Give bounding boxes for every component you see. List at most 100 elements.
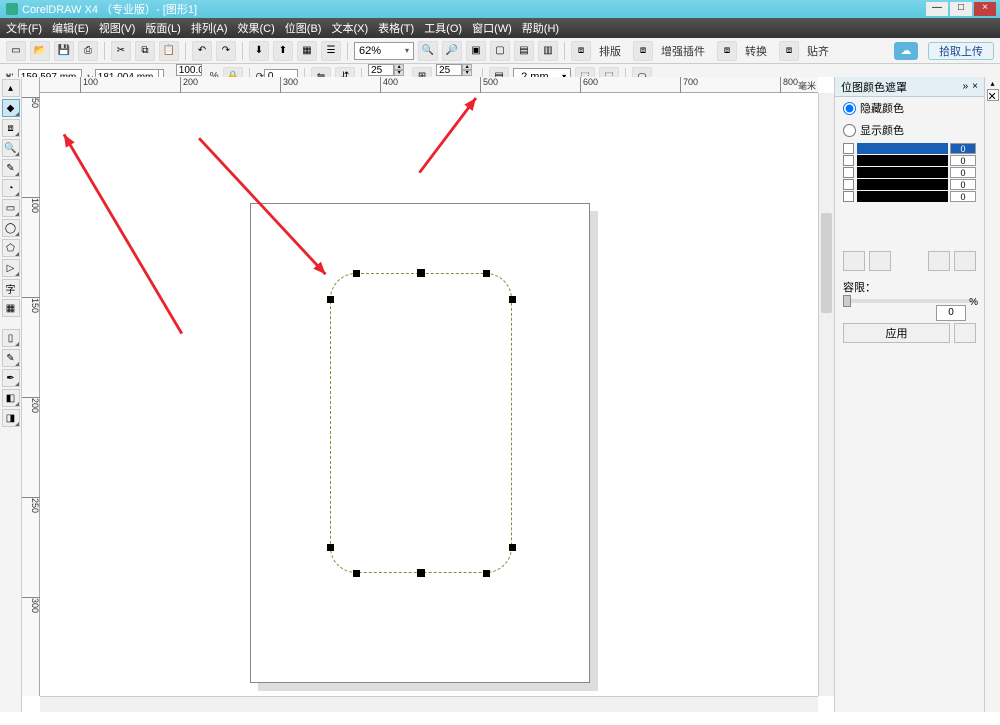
rectangle-tool[interactable]: ▭ bbox=[2, 199, 20, 217]
delete-mask-button[interactable] bbox=[954, 323, 976, 343]
polygon-tool[interactable]: ⬠ bbox=[2, 239, 20, 257]
menu-item[interactable]: 窗口(W) bbox=[472, 20, 512, 36]
zoom-tool[interactable]: 🔍 bbox=[2, 139, 20, 157]
app-logo-icon bbox=[6, 3, 18, 15]
scalex-input[interactable] bbox=[176, 64, 202, 76]
zoom-all-icon[interactable]: ▤ bbox=[514, 41, 534, 61]
menu-item[interactable]: 表格(T) bbox=[378, 20, 414, 36]
openmask-button[interactable] bbox=[954, 251, 976, 271]
window-title: CorelDRAW X4 （专业版）- [图形1] bbox=[22, 1, 197, 17]
menu-item[interactable]: 位图(B) bbox=[285, 20, 322, 36]
outline-tool[interactable]: ✒ bbox=[2, 369, 20, 387]
zoom-fit-icon[interactable]: ▣ bbox=[466, 41, 486, 61]
menu-item[interactable]: 文本(X) bbox=[331, 20, 368, 36]
color-palette[interactable]: ▴ ✕ bbox=[984, 77, 1000, 712]
menu-item[interactable]: 效果(C) bbox=[238, 20, 275, 36]
corner-tl-input[interactable] bbox=[368, 64, 394, 76]
standard-toolbar: ▭ 📂 💾 ⎙ ✂ ⧉ 📋 ↶ ↷ ⬇ ⬆ ▦ ☰ 62% 🔍 🔎 ▣ ▢ ▤ … bbox=[0, 38, 1000, 64]
vertical-ruler: 50100150200250300 bbox=[22, 77, 40, 696]
ruler-unit: 毫米 bbox=[798, 79, 816, 92]
horizontal-ruler: 毫米100200300400500600700800 bbox=[40, 77, 818, 93]
vertical-scrollbar[interactable] bbox=[818, 93, 834, 696]
blend-tool[interactable]: ▯ bbox=[2, 329, 20, 347]
arrange-label[interactable]: 排版 bbox=[599, 43, 621, 59]
smartfill-tool[interactable]: ◔ bbox=[2, 179, 20, 197]
mask-row[interactable]: 0 bbox=[843, 191, 976, 202]
menu-item[interactable]: 文件(F) bbox=[6, 20, 42, 36]
convert-label[interactable]: 转换 bbox=[745, 43, 767, 59]
upload-toggle[interactable]: 拾取上传 bbox=[928, 42, 994, 60]
mask-row[interactable]: 0 bbox=[843, 155, 976, 166]
redo-icon[interactable]: ↷ bbox=[216, 41, 236, 61]
bitmap-color-mask-docker: 位图颜色遮罩 » × 隐藏颜色 显示颜色 00000 容限： 0 % 应用 bbox=[834, 77, 984, 712]
toolbox: ▴ ◆ ⧈ 🔍 ✎ ◔ ▭ ◯ ⬠ ▷ 字 ▦ ▯ ✎ ✒ ◧ ◨ bbox=[0, 77, 22, 712]
docker-title: 位图颜色遮罩 bbox=[841, 79, 907, 95]
menu-item[interactable]: 帮助(H) bbox=[522, 20, 559, 36]
savemask-button[interactable] bbox=[928, 251, 950, 271]
hint-icon[interactable]: ⧈ bbox=[571, 41, 591, 61]
welcome-icon[interactable]: ☰ bbox=[321, 41, 341, 61]
align-label[interactable]: 贴齐 bbox=[807, 43, 829, 59]
close-button[interactable]: × bbox=[974, 2, 996, 16]
apply-button[interactable]: 应用 bbox=[843, 323, 950, 343]
maximize-button[interactable]: □ bbox=[950, 2, 972, 16]
table-tool[interactable]: ▦ bbox=[2, 299, 20, 317]
editcolor-button[interactable] bbox=[869, 251, 891, 271]
paste-icon[interactable]: 📋 bbox=[159, 41, 179, 61]
open-icon[interactable]: 📂 bbox=[30, 41, 50, 61]
tolerance-label: 容限： bbox=[843, 282, 876, 294]
undo-icon[interactable]: ↶ bbox=[192, 41, 212, 61]
docker-close-icon[interactable]: × bbox=[972, 81, 978, 92]
menubar: 文件(F) 编辑(E) 视图(V) 版面(L) 排列(A) 效果(C) 位图(B) 文本(X)… bbox=[0, 18, 1000, 38]
enhance-label[interactable]: 增强插件 bbox=[661, 43, 705, 59]
print-icon[interactable]: ⎙ bbox=[78, 41, 98, 61]
hide-color-radio[interactable]: 隐藏颜色 bbox=[835, 97, 984, 119]
appmgr-icon[interactable]: ▦ bbox=[297, 41, 317, 61]
eyedrop-tool[interactable]: ✎ bbox=[2, 349, 20, 367]
drawing-area[interactable]: 50100150200250300 毫米10020030040050060070… bbox=[22, 77, 834, 712]
menu-item[interactable]: 编辑(E) bbox=[52, 20, 89, 36]
menu-item[interactable]: 排列(A) bbox=[191, 20, 228, 36]
horizontal-scrollbar[interactable] bbox=[40, 696, 818, 712]
freehand-tool[interactable]: ✎ bbox=[2, 159, 20, 177]
cut-icon[interactable]: ✂ bbox=[111, 41, 131, 61]
shape-tool[interactable]: ◆ bbox=[2, 99, 20, 117]
pick-tool[interactable]: ▴ bbox=[2, 79, 20, 97]
menu-item[interactable]: 版面(L) bbox=[145, 20, 180, 36]
ellipse-tool[interactable]: ◯ bbox=[2, 219, 20, 237]
interactivefill-tool[interactable]: ◨ bbox=[2, 409, 20, 427]
zoom-in-icon[interactable]: 🔍 bbox=[418, 41, 438, 61]
eyedrop-button[interactable] bbox=[843, 251, 865, 271]
docker-more-icon[interactable]: » bbox=[963, 81, 969, 92]
menu-item[interactable]: 视图(V) bbox=[99, 20, 136, 36]
enhance-icon[interactable]: ⧈ bbox=[633, 41, 653, 61]
titlebar: CorelDRAW X4 （专业版）- [图形1] — □ × bbox=[0, 0, 1000, 18]
basicshape-tool[interactable]: ▷ bbox=[2, 259, 20, 277]
tolerance-slider[interactable] bbox=[843, 299, 976, 303]
crop-tool[interactable]: ⧈ bbox=[2, 119, 20, 137]
zoom-combo[interactable]: 62% bbox=[354, 42, 414, 60]
zoom-sel-icon[interactable]: ▥ bbox=[538, 41, 558, 61]
align-icon[interactable]: ⧈ bbox=[779, 41, 799, 61]
copy-icon[interactable]: ⧉ bbox=[135, 41, 155, 61]
zoom-page-icon[interactable]: ▢ bbox=[490, 41, 510, 61]
mask-row[interactable]: 0 bbox=[843, 143, 976, 154]
minimize-button[interactable]: — bbox=[926, 2, 948, 16]
corner-tr-input[interactable] bbox=[436, 64, 462, 76]
fill-tool[interactable]: ◧ bbox=[2, 389, 20, 407]
mask-row[interactable]: 0 bbox=[843, 167, 976, 178]
new-icon[interactable]: ▭ bbox=[6, 41, 26, 61]
cloud-icon[interactable]: ☁ bbox=[894, 42, 918, 60]
convert-icon[interactable]: ⧈ bbox=[717, 41, 737, 61]
menu-item[interactable]: 工具(O) bbox=[424, 20, 462, 36]
mask-row[interactable]: 0 bbox=[843, 179, 976, 190]
rounded-rect-shape[interactable] bbox=[330, 273, 512, 573]
tolerance-value[interactable]: 0 bbox=[936, 305, 966, 321]
save-icon[interactable]: 💾 bbox=[54, 41, 74, 61]
export-icon[interactable]: ⬆ bbox=[273, 41, 293, 61]
text-tool[interactable]: 字 bbox=[2, 279, 20, 297]
pct-label: % bbox=[969, 297, 978, 308]
import-icon[interactable]: ⬇ bbox=[249, 41, 269, 61]
show-color-radio[interactable]: 显示颜色 bbox=[835, 119, 984, 141]
zoom-out-icon[interactable]: 🔎 bbox=[442, 41, 462, 61]
